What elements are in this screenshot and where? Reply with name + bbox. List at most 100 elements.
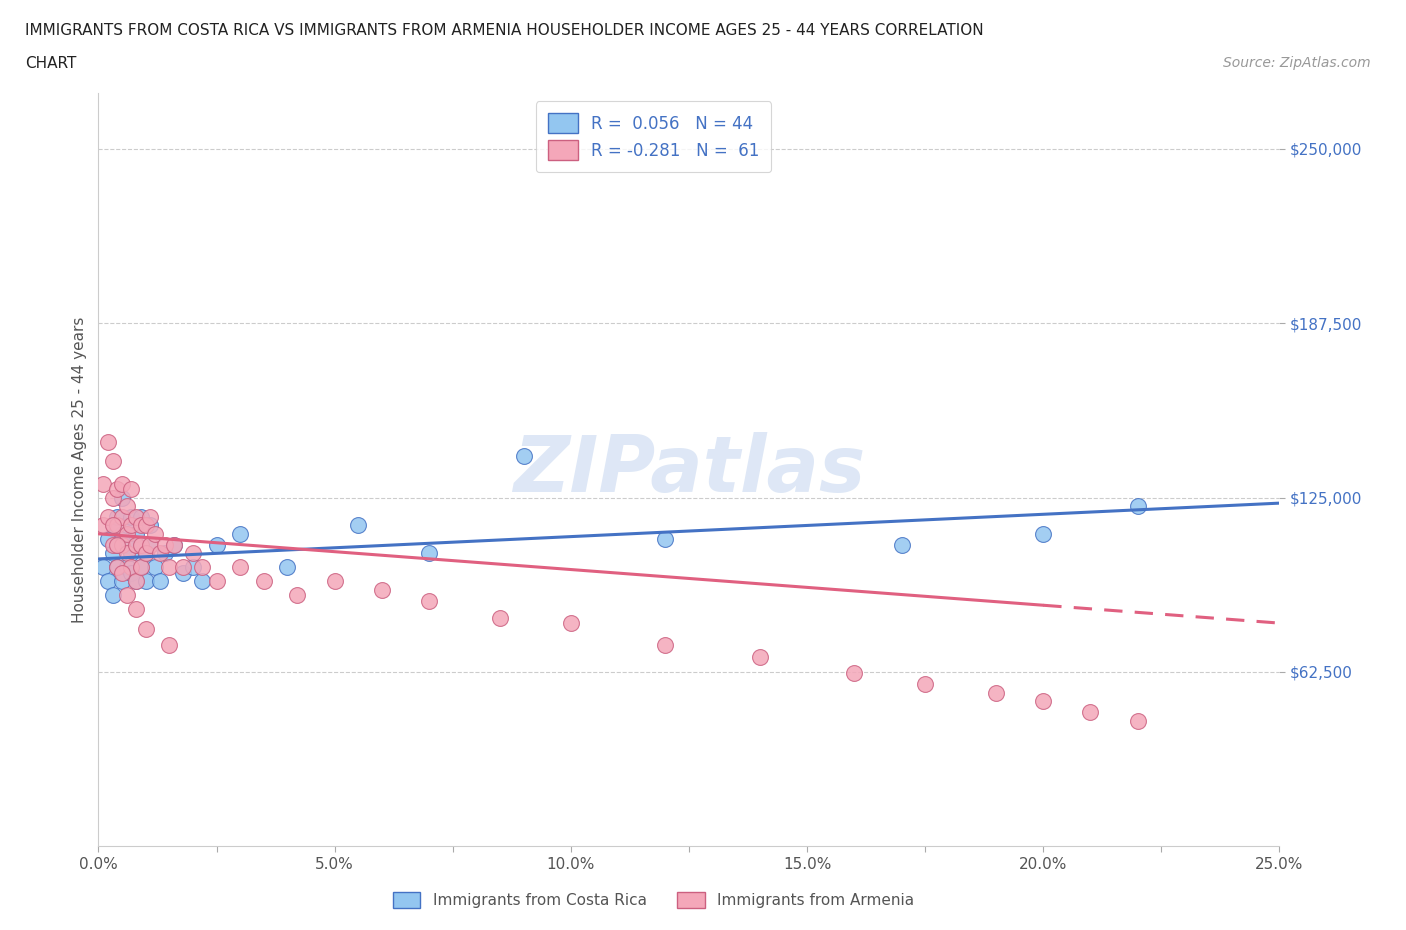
Point: [129, 518, 152, 533]
Point: [1126, 713, 1149, 728]
Text: ZIPatlas: ZIPatlas: [513, 432, 865, 508]
Point: [121, 560, 143, 575]
Point: [129, 560, 152, 575]
Point: [101, 518, 124, 533]
Point: [97, 510, 120, 525]
Point: [115, 560, 138, 575]
Point: [163, 538, 186, 552]
Point: [129, 538, 152, 552]
Point: [97, 532, 120, 547]
Point: [1032, 694, 1054, 709]
Point: [418, 593, 440, 608]
Point: [844, 666, 866, 681]
Point: [91, 560, 114, 575]
Point: [125, 538, 148, 552]
Point: [135, 546, 157, 561]
Point: [512, 448, 534, 463]
Point: [115, 546, 138, 561]
Point: [163, 538, 186, 552]
Point: [101, 538, 124, 552]
Point: [105, 538, 128, 552]
Point: [105, 482, 128, 497]
Point: [890, 538, 912, 552]
Point: [91, 518, 114, 533]
Point: [111, 526, 134, 541]
Point: [139, 538, 162, 552]
Point: [125, 526, 148, 541]
Point: [105, 560, 128, 575]
Point: [149, 546, 172, 561]
Point: [157, 560, 180, 575]
Text: Source: ZipAtlas.com: Source: ZipAtlas.com: [1223, 56, 1371, 70]
Point: [111, 538, 134, 552]
Point: [191, 560, 214, 575]
Point: [276, 560, 298, 575]
Point: [139, 518, 162, 533]
Point: [101, 454, 124, 469]
Point: [748, 649, 770, 664]
Point: [205, 538, 228, 552]
Point: [129, 510, 152, 525]
Point: [139, 510, 162, 525]
Point: [115, 498, 138, 513]
Point: [111, 574, 134, 589]
Point: [181, 560, 204, 575]
Point: [111, 476, 134, 491]
Point: [101, 546, 124, 561]
Legend: Immigrants from Costa Rica, Immigrants from Armenia: Immigrants from Costa Rica, Immigrants f…: [387, 885, 920, 914]
Point: [153, 546, 176, 561]
Point: [125, 574, 148, 589]
Point: [91, 476, 114, 491]
Point: [323, 574, 346, 589]
Point: [984, 685, 1007, 700]
Point: [101, 490, 124, 505]
Point: [172, 560, 194, 575]
Point: [115, 588, 138, 603]
Point: [135, 518, 157, 533]
Point: [111, 510, 134, 525]
Point: [125, 574, 148, 589]
Point: [135, 621, 157, 636]
Point: [129, 560, 152, 575]
Point: [654, 532, 676, 547]
Point: [105, 510, 128, 525]
Point: [654, 638, 676, 653]
Point: [121, 565, 143, 580]
Point: [101, 518, 124, 533]
Point: [111, 490, 134, 505]
Point: [143, 560, 166, 575]
Point: [149, 574, 172, 589]
Point: [121, 518, 143, 533]
Point: [97, 434, 120, 449]
Point: [191, 574, 214, 589]
Point: [111, 565, 134, 580]
Point: [139, 538, 162, 552]
Text: IMMIGRANTS FROM COSTA RICA VS IMMIGRANTS FROM ARMENIA HOUSEHOLDER INCOME AGES 25: IMMIGRANTS FROM COSTA RICA VS IMMIGRANTS…: [25, 23, 984, 38]
Point: [1032, 526, 1054, 541]
Point: [115, 518, 138, 533]
Point: [105, 538, 128, 552]
Point: [125, 602, 148, 617]
Point: [560, 616, 582, 631]
Point: [229, 560, 252, 575]
Point: [914, 677, 936, 692]
Point: [172, 565, 194, 580]
Point: [121, 482, 143, 497]
Point: [105, 518, 128, 533]
Point: [105, 560, 128, 575]
Point: [135, 546, 157, 561]
Point: [121, 546, 143, 561]
Point: [253, 574, 276, 589]
Point: [143, 526, 166, 541]
Point: [229, 526, 252, 541]
Point: [371, 582, 394, 597]
Point: [115, 538, 138, 552]
Point: [153, 538, 176, 552]
Point: [135, 574, 157, 589]
Text: CHART: CHART: [25, 56, 77, 71]
Point: [205, 574, 228, 589]
Point: [285, 588, 308, 603]
Point: [157, 638, 180, 653]
Y-axis label: Householder Income Ages 25 - 44 years: Householder Income Ages 25 - 44 years: [72, 316, 87, 623]
Point: [1126, 498, 1149, 513]
